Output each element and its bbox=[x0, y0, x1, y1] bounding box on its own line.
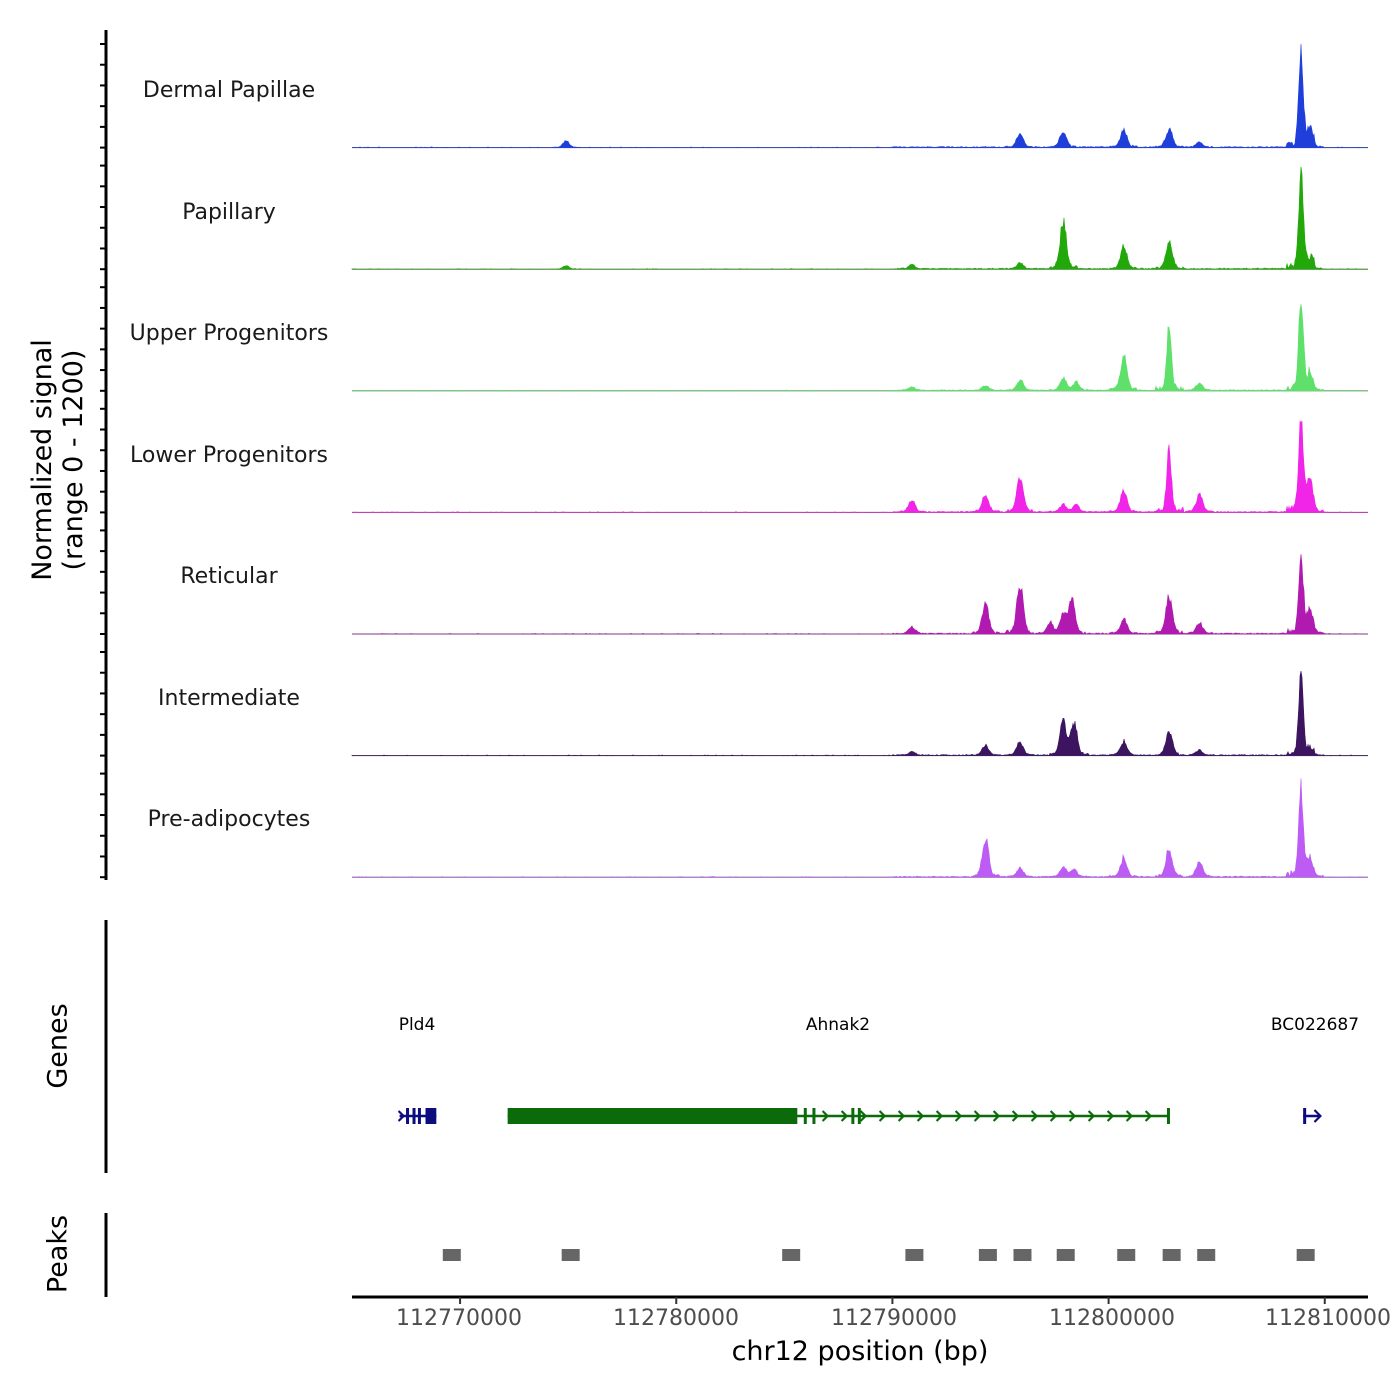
peak-region bbox=[1013, 1249, 1032, 1261]
gene-exon bbox=[857, 1108, 861, 1124]
track-label-lower-progenitors: Lower Progenitors bbox=[130, 443, 328, 468]
strand-chevron bbox=[954, 1110, 963, 1122]
gene-exon bbox=[412, 1108, 416, 1124]
x-tick-label: 112800000 bbox=[1049, 1306, 1175, 1331]
strand-chevron bbox=[1087, 1110, 1096, 1122]
track-label-intermediate: Intermediate bbox=[158, 686, 300, 711]
x-tick-label: 112810000 bbox=[1265, 1306, 1391, 1331]
coverage-track-papillary bbox=[351, 166, 1368, 270]
coverage-track-pre-adipocytes bbox=[352, 778, 1368, 878]
peak-region bbox=[1197, 1249, 1216, 1261]
coverage-area bbox=[352, 304, 1368, 392]
gene-exon bbox=[1303, 1108, 1307, 1124]
x-tick-label: 112790000 bbox=[831, 1306, 957, 1331]
x-tick-label: 112780000 bbox=[613, 1306, 739, 1331]
peak-region bbox=[905, 1249, 924, 1261]
peak-region bbox=[1117, 1249, 1136, 1261]
coverage-track-upper-progenitors bbox=[352, 304, 1368, 392]
gene-exon bbox=[507, 1108, 798, 1124]
y-axis-title: Normalized signal (range 0 - 1200) bbox=[27, 339, 89, 581]
genes-axis-title: Genes bbox=[42, 1003, 74, 1089]
coverage-track-lower-progenitors bbox=[352, 420, 1368, 513]
gene-exon bbox=[851, 1108, 855, 1124]
gene-exon bbox=[425, 1108, 437, 1124]
strand-chevron bbox=[1068, 1110, 1077, 1122]
coverage-area bbox=[351, 671, 1368, 757]
coverage-track-dermal-papillae bbox=[352, 44, 1368, 149]
strand-chevron bbox=[1106, 1110, 1115, 1122]
y-axis-title-line1: Normalized signal bbox=[26, 339, 58, 581]
peaks-axis-title: Peaks bbox=[42, 1214, 74, 1294]
gene-model-ahnak2 bbox=[507, 1108, 1170, 1124]
peak-regions bbox=[442, 1249, 1315, 1261]
gene-model-bc022687 bbox=[1303, 1108, 1322, 1124]
coverage-track-reticular bbox=[352, 554, 1368, 635]
strand-chevron bbox=[897, 1110, 906, 1122]
gene-exon bbox=[1166, 1108, 1170, 1124]
track-label-dermal-papillae: Dermal Papillae bbox=[142, 78, 316, 103]
strand-chevron bbox=[1125, 1110, 1134, 1122]
peak-region bbox=[1056, 1249, 1075, 1261]
strand-chevron bbox=[878, 1110, 887, 1122]
x-axis-title: chr12 position (bp) bbox=[731, 1336, 989, 1367]
strand-chevron bbox=[821, 1110, 830, 1122]
strand-chevron bbox=[1011, 1110, 1020, 1122]
gene-label-bc022687: BC022687 bbox=[1270, 1015, 1360, 1035]
gene-exon bbox=[812, 1108, 816, 1124]
gene-models bbox=[397, 1108, 1322, 1124]
track-label-upper-progenitors: Upper Progenitors bbox=[129, 321, 329, 346]
strand-chevron bbox=[1049, 1110, 1058, 1122]
strand-chevron bbox=[916, 1110, 925, 1122]
strand-chevron bbox=[859, 1110, 868, 1122]
coverage-track-intermediate bbox=[351, 671, 1368, 757]
strand-chevron bbox=[1144, 1110, 1153, 1122]
track-label-papillary: Papillary bbox=[182, 200, 276, 225]
strand-chevron bbox=[1030, 1110, 1039, 1122]
peak-region bbox=[978, 1249, 997, 1261]
peak-region bbox=[782, 1249, 801, 1261]
x-axis bbox=[352, 1295, 1368, 1304]
coverage-area bbox=[351, 166, 1368, 270]
peak-region bbox=[442, 1249, 461, 1261]
track-label-reticular: Reticular bbox=[180, 564, 278, 589]
gene-label-pld4: Pld4 bbox=[398, 1015, 436, 1035]
peak-region bbox=[561, 1249, 580, 1261]
strand-chevron bbox=[840, 1110, 849, 1122]
coverage-y-axis bbox=[100, 30, 108, 880]
coverage-tracks bbox=[351, 44, 1368, 878]
strand-chevron bbox=[973, 1110, 982, 1122]
peak-region bbox=[1162, 1249, 1181, 1261]
y-axis-title-line2: (range 0 - 1200) bbox=[58, 349, 89, 571]
x-tick-label: 112770000 bbox=[396, 1306, 522, 1331]
coverage-area bbox=[352, 420, 1368, 513]
gene-exon bbox=[417, 1108, 421, 1124]
coverage-area bbox=[352, 44, 1368, 148]
coverage-area bbox=[352, 554, 1368, 635]
coverage-area bbox=[352, 778, 1368, 878]
track-label-pre-adipocytes: Pre-adipocytes bbox=[147, 807, 311, 832]
strand-chevron bbox=[992, 1110, 1001, 1122]
strand-chevron bbox=[1313, 1109, 1322, 1123]
gene-exon bbox=[803, 1108, 807, 1124]
gene-label-ahnak2: Ahnak2 bbox=[805, 1015, 871, 1035]
peak-region bbox=[1296, 1249, 1315, 1261]
gene-model-pld4 bbox=[397, 1108, 437, 1124]
strand-chevron bbox=[397, 1110, 406, 1122]
strand-chevron bbox=[935, 1110, 944, 1122]
gene-exon bbox=[406, 1108, 410, 1124]
